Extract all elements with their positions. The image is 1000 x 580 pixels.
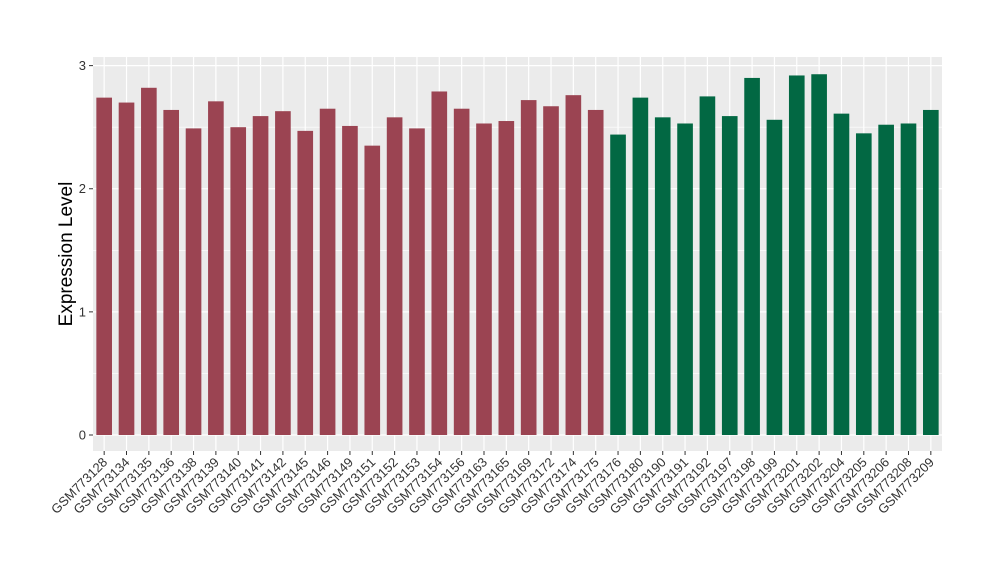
- bar-GSM773174: [565, 95, 582, 435]
- bar-GSM773204: [833, 113, 850, 435]
- bar-GSM773205: [855, 133, 872, 435]
- bar-GSM773128: [96, 97, 112, 435]
- bar-GSM773134: [118, 102, 135, 435]
- bar-GSM773156: [453, 108, 470, 435]
- bar-GSM773149: [342, 125, 358, 435]
- bar-GSM773197: [721, 116, 738, 435]
- bar-GSM773135: [141, 87, 157, 435]
- bar-GSM773146: [319, 108, 336, 435]
- bar-GSM773198: [744, 77, 760, 435]
- bar-GSM773153: [409, 128, 425, 435]
- bar-GSM773206: [878, 124, 894, 435]
- bar-GSM773154: [431, 91, 448, 435]
- bar-GSM773172: [543, 106, 559, 435]
- y-axis: 0 1 2 3: [79, 58, 93, 442]
- bar-GSM773180: [632, 97, 649, 435]
- bar-GSM773175: [587, 109, 604, 435]
- bar-GSM773202: [811, 74, 827, 435]
- bar-GSM773139: [208, 101, 224, 435]
- bar-GSM773136: [163, 109, 180, 435]
- bar-GSM773169: [520, 100, 537, 435]
- bar-GSM773151: [364, 145, 381, 435]
- bar-GSM773199: [766, 119, 783, 435]
- bar-GSM773192: [699, 96, 716, 435]
- bars: [96, 74, 939, 435]
- bar-GSM773165: [498, 121, 515, 435]
- y-tick-label: 3: [79, 58, 86, 73]
- bar-GSM773163: [476, 123, 492, 435]
- bar-GSM773140: [230, 127, 247, 435]
- bar-GSM773138: [185, 128, 202, 435]
- x-axis: GSM773128GSM773134GSM773135GSM773136GSM7…: [48, 451, 937, 517]
- bar-GSM773176: [610, 134, 626, 435]
- bar-GSM773201: [788, 75, 805, 435]
- bar-GSM773145: [297, 130, 314, 435]
- bar-GSM773191: [677, 123, 693, 435]
- bar-GSM773141: [252, 116, 269, 435]
- bar-GSM773142: [275, 111, 291, 435]
- y-axis-title: Expression Level: [56, 182, 77, 327]
- bar-GSM773208: [900, 123, 917, 435]
- bar-GSM773152: [386, 117, 403, 435]
- bar-GSM773190: [654, 117, 671, 435]
- bar-GSM773209: [923, 109, 939, 435]
- y-tick-label: 0: [79, 427, 86, 442]
- y-tick-label: 1: [79, 304, 86, 319]
- y-tick-label: 2: [79, 181, 86, 196]
